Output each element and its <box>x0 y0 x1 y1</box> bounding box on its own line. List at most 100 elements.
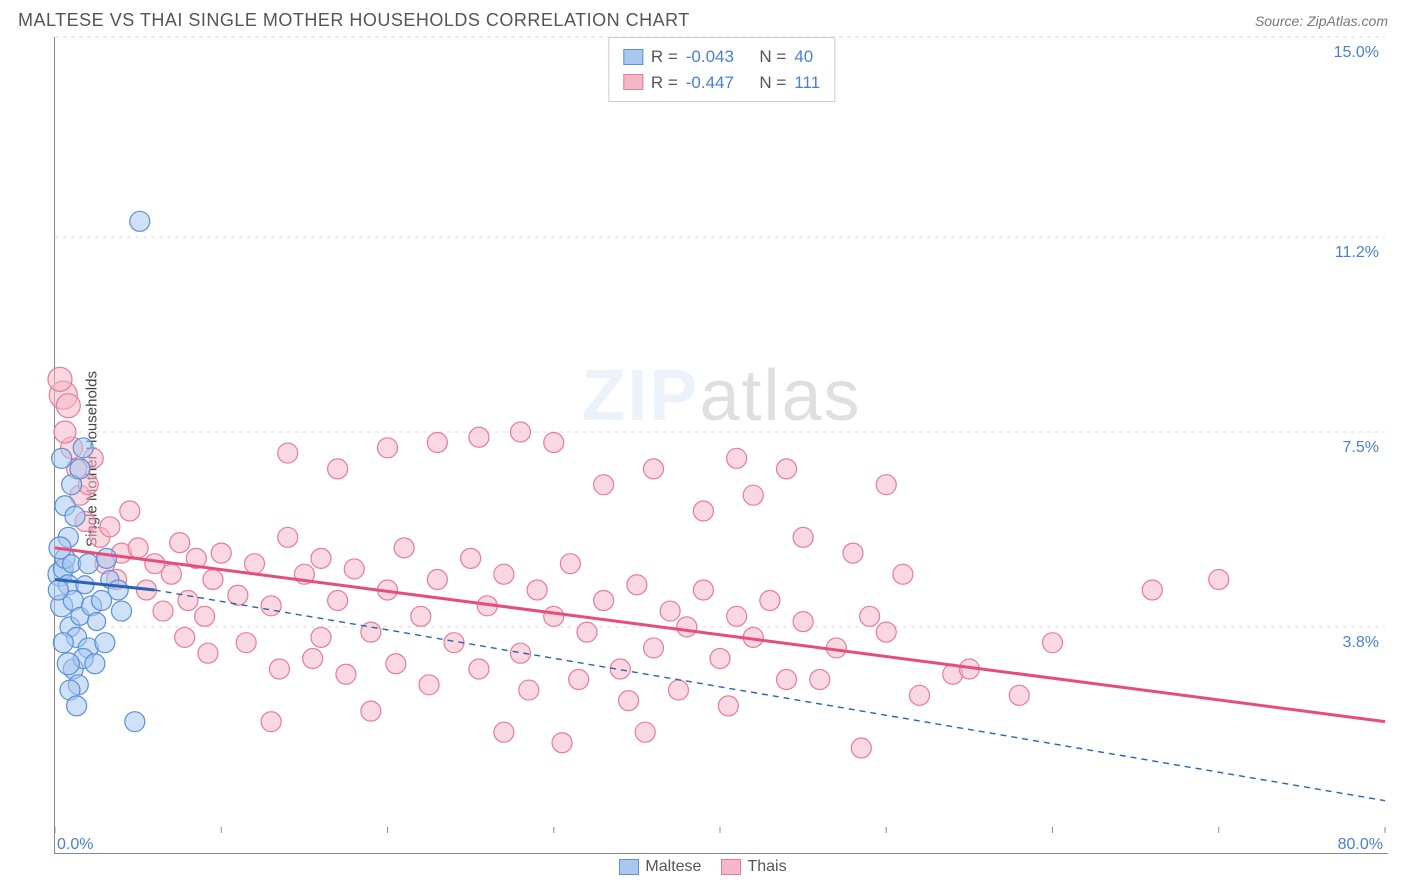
thais-point <box>211 543 231 563</box>
thais-point <box>718 696 738 716</box>
thais-point <box>760 591 780 611</box>
thais-point <box>727 606 747 626</box>
thais-point <box>777 670 797 690</box>
thais-point <box>1209 569 1229 589</box>
thais-point <box>876 622 896 642</box>
maltese-swatch <box>623 49 643 65</box>
thais-point <box>469 659 489 679</box>
thais-point <box>228 585 248 605</box>
thais-point <box>1142 580 1162 600</box>
thais-point <box>677 617 697 637</box>
thais-point <box>777 459 797 479</box>
thais-point <box>427 433 447 453</box>
ytick-label: 3.8% <box>1343 634 1379 651</box>
maltese-point <box>65 506 85 526</box>
maltese-point <box>88 613 106 631</box>
scatter-svg: 3.8%7.5%11.2%15.0%0.0%80.0% <box>55 37 1385 853</box>
thais-point <box>660 601 680 621</box>
thais-point <box>278 527 298 547</box>
stats-box: R = -0.043 N = 40R = -0.447 N = 111 <box>608 37 835 102</box>
thais-point <box>236 633 256 653</box>
thais-point <box>594 591 614 611</box>
thais-point <box>120 501 140 521</box>
maltese-point <box>78 554 98 574</box>
maltese-point <box>97 548 117 568</box>
legend-swatch <box>619 859 639 875</box>
thais-point <box>560 554 580 574</box>
thais-point <box>261 596 281 616</box>
stats-row-maltese: R = -0.043 N = 40 <box>623 44 820 70</box>
thais-point <box>1009 685 1029 705</box>
maltese-point <box>73 438 93 458</box>
thais-point <box>727 448 747 468</box>
thais-point <box>793 527 813 547</box>
thais-point <box>511 422 531 442</box>
legend-swatch <box>721 859 741 875</box>
maltese-trend-dash <box>155 590 1385 801</box>
maltese-point <box>48 580 68 600</box>
thais-point <box>876 475 896 495</box>
chart-title: MALTESE VS THAI SINGLE MOTHER HOUSEHOLDS… <box>18 10 690 31</box>
thais-point <box>303 648 323 668</box>
thais-point <box>54 421 76 443</box>
thais-point <box>469 427 489 447</box>
thais-point <box>635 722 655 742</box>
maltese-point <box>57 653 79 675</box>
thais-point <box>494 722 514 742</box>
maltese-point <box>95 633 115 653</box>
thais-point <box>494 564 514 584</box>
thais-point <box>693 580 713 600</box>
thais-point <box>743 485 763 505</box>
thais-point <box>1043 633 1063 653</box>
ytick-label: 7.5% <box>1343 439 1379 456</box>
thais-point <box>519 680 539 700</box>
maltese-point <box>70 459 90 479</box>
thais-point <box>170 533 190 553</box>
thais-point <box>851 738 871 758</box>
thais-point <box>245 554 265 574</box>
thais-point <box>344 559 364 579</box>
thais-point <box>910 685 930 705</box>
thais-point <box>336 664 356 684</box>
thais-point <box>810 670 830 690</box>
thais-point <box>386 654 406 674</box>
xtick-label-right: 80.0% <box>1338 836 1383 853</box>
maltese-point <box>108 580 128 600</box>
thais-point <box>577 622 597 642</box>
thais-point <box>269 659 289 679</box>
maltese-point <box>112 601 132 621</box>
thais-point <box>100 517 120 537</box>
thais-trend <box>55 548 1385 722</box>
thais-point <box>544 433 564 453</box>
maltese-point <box>125 712 145 732</box>
thais-point <box>328 459 348 479</box>
thais-point <box>793 612 813 632</box>
thais-point <box>619 691 639 711</box>
thais-point <box>161 564 181 584</box>
thais-point <box>328 591 348 611</box>
thais-point <box>175 627 195 647</box>
thais-point <box>261 712 281 732</box>
thais-point <box>644 638 664 658</box>
thais-point <box>394 538 414 558</box>
thais-point <box>710 648 730 668</box>
thais-point <box>153 601 173 621</box>
bottom-legend: MalteseThais <box>18 858 1388 880</box>
maltese-point <box>85 654 105 674</box>
thais-point <box>843 543 863 563</box>
thais-point <box>128 538 148 558</box>
thais-point <box>860 606 880 626</box>
thais-point <box>693 501 713 521</box>
thais-point <box>893 564 913 584</box>
thais-point <box>594 475 614 495</box>
xtick-label-left: 0.0% <box>57 836 93 853</box>
thais-point <box>668 680 688 700</box>
thais-point <box>56 394 80 418</box>
thais-point <box>203 569 223 589</box>
thais-swatch <box>623 74 643 90</box>
thais-point <box>178 591 198 611</box>
plot-area: 3.8%7.5%11.2%15.0%0.0%80.0% ZIPatlas R =… <box>54 37 1388 854</box>
thais-point <box>411 606 431 626</box>
thais-point <box>195 606 215 626</box>
thais-point <box>361 701 381 721</box>
